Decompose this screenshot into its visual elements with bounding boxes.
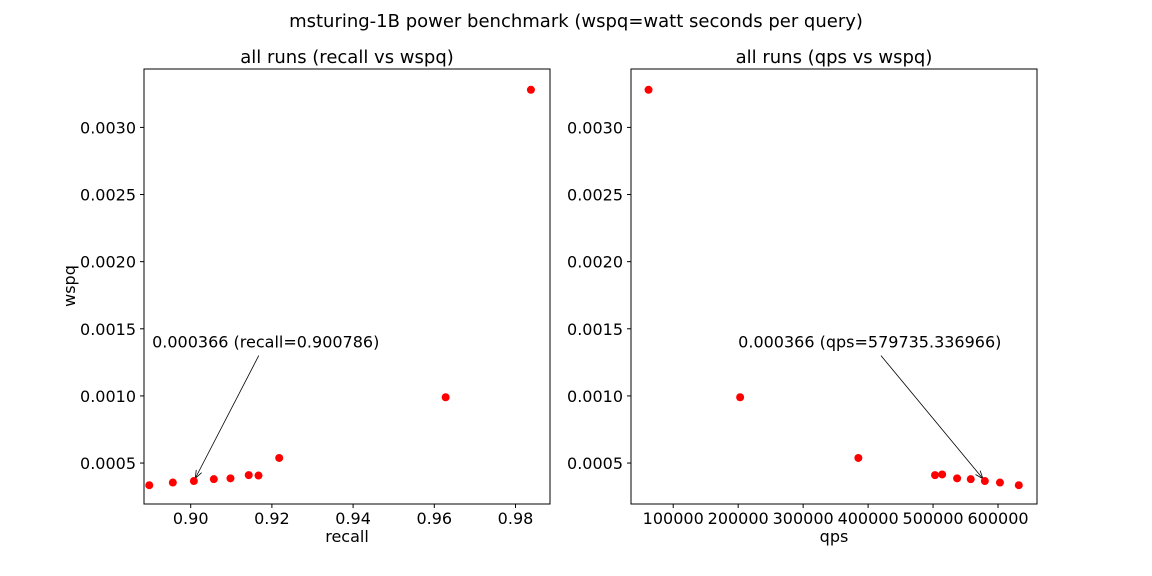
left-x-axis-label: recall (325, 527, 369, 546)
left-x-ticks: 0.90 0.92 0.94 0.96 0.98 (173, 504, 533, 528)
left-data-point (441, 393, 450, 402)
right-data-points (644, 85, 1023, 490)
left-x-tick-label: 0.90 (173, 509, 209, 528)
right-x-tick-label: 300000 (773, 509, 834, 528)
left-x-tick-label: 0.96 (416, 509, 452, 528)
left-annotation-text: 0.000366 (recall=0.900786) (152, 333, 379, 352)
right-x-tick-label: 200000 (708, 509, 769, 528)
left-x-tick-label: 0.98 (498, 509, 534, 528)
right-data-point (995, 478, 1004, 487)
right-x-axis-label: qps (820, 527, 849, 546)
right-y-tick-label: 0.0005 (567, 454, 623, 473)
right-plot-frame (630, 68, 1038, 505)
right-data-point (931, 471, 940, 480)
right-y-tick-label: 0.0020 (567, 253, 623, 272)
left-data-point (254, 471, 263, 480)
right-data-point (980, 477, 989, 486)
left-data-point (189, 477, 198, 486)
left-y-tick-label: 0.0030 (80, 118, 136, 137)
right-data-point (966, 475, 975, 484)
right-y-tick-label: 0.0010 (567, 387, 623, 406)
left-data-point (226, 474, 235, 483)
left-data-point (209, 475, 218, 484)
right-chart: all runs (qps vs wspq) 100000 200000 30000… (567, 47, 1038, 546)
right-data-point (644, 85, 653, 94)
left-x-tick-label: 0.94 (335, 509, 371, 528)
right-data-point (1014, 481, 1023, 490)
right-y-tick-label: 0.0025 (567, 186, 623, 205)
left-x-tick-label: 0.92 (254, 509, 290, 528)
left-y-tick-label: 0.0025 (80, 186, 136, 205)
right-x-tick-label: 100000 (643, 509, 704, 528)
left-data-points (145, 85, 535, 490)
right-x-tick-label: 500000 (903, 509, 964, 528)
left-y-ticks: 0.0005 0.0010 0.0015 0.0020 0.0025 0.0030 (80, 118, 144, 473)
right-y-tick-label: 0.0030 (567, 118, 623, 137)
left-annotation: 0.000366 (recall=0.900786) (152, 333, 379, 480)
left-y-axis-label: wspq (60, 265, 79, 307)
right-y-ticks: 0.0005 0.0010 0.0015 0.0020 0.0025 0.0030 (567, 118, 631, 473)
left-y-tick-label: 0.0015 (80, 320, 136, 339)
right-data-point (854, 453, 863, 462)
left-y-tick-label: 0.0010 (80, 387, 136, 406)
left-chart: all runs (recall vs wspq) 0.90 0.92 0.94 0.… (60, 47, 551, 546)
right-annotation-arrow (880, 355, 984, 479)
left-chart-title: all runs (recall vs wspq) (240, 47, 454, 68)
figure-title: msturing-1B power benchmark (wspq=watt s… (289, 11, 863, 32)
left-plot-frame (143, 68, 551, 505)
left-data-point (244, 471, 253, 480)
right-x-tick-label: 600000 (967, 509, 1028, 528)
right-chart-title: all runs (qps vs wspq) (736, 47, 933, 68)
right-y-tick-label: 0.0015 (567, 320, 623, 339)
right-annotation-text: 0.000366 (qps=579735.336966) (738, 333, 1001, 352)
left-y-tick-label: 0.0005 (80, 454, 136, 473)
left-data-point (526, 85, 535, 94)
right-data-point (736, 393, 745, 402)
right-x-ticks: 100000 200000 300000 400000 500000 600000 (643, 504, 1029, 528)
right-annotation: 0.000366 (qps=579735.336966) (738, 333, 1001, 480)
right-data-point (953, 474, 962, 483)
right-x-tick-label: 400000 (838, 509, 899, 528)
left-annotation-arrowhead (194, 469, 202, 480)
left-annotation-arrow (194, 355, 260, 479)
left-data-point (168, 478, 177, 487)
left-y-tick-label: 0.0020 (80, 253, 136, 272)
right-data-point (938, 470, 947, 479)
left-data-point (145, 481, 154, 490)
left-data-point (275, 453, 284, 462)
